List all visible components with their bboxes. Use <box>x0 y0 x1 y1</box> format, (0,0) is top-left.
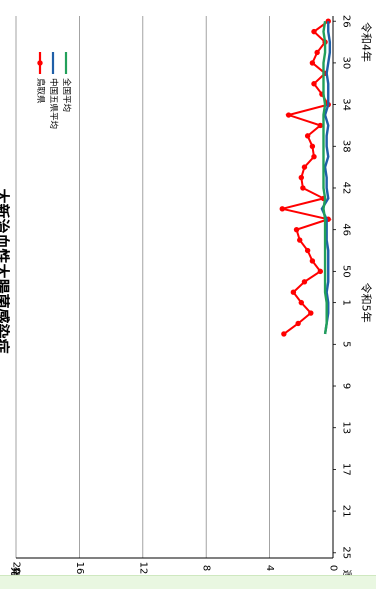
era-label-1: 令和4年 <box>360 22 374 62</box>
x-tick-label-5: 5 <box>341 341 352 347</box>
bottom-band <box>0 575 376 589</box>
series-line-tottori <box>282 20 332 335</box>
chart-title: 大新治血性大腸菌感染症 <box>0 188 11 353</box>
title-layer: 大新治血性大腸菌感染症 <box>0 188 11 353</box>
data-point-tottori-3 <box>314 49 320 56</box>
series-line-chugoku <box>320 21 332 335</box>
x-tick-label-50: 50 <box>341 265 352 278</box>
legend-label-tottori: 鳥取県 <box>35 78 46 104</box>
series-line-national <box>322 21 328 335</box>
era-label-2: 令和5年 <box>360 283 374 323</box>
y-tick-label-16: 16 <box>74 562 85 575</box>
data-point-tottori-13 <box>311 154 317 160</box>
x-tick-label-1: 1 <box>341 299 352 305</box>
data-point-tottori-12 <box>309 143 316 149</box>
legend-label-chugoku: 中国五県平均 <box>48 78 59 129</box>
y-tick-label-12: 12 <box>137 562 148 575</box>
legend: 鳥取県 中国五県平均 全国平均 <box>35 52 72 129</box>
data-point-tottori-16 <box>300 185 306 191</box>
legend-marker-tottori <box>37 60 43 66</box>
data-point-tottori-10 <box>317 122 324 129</box>
data-point-tottori-29 <box>295 320 301 327</box>
x-axis-unit-label: 週 <box>341 569 352 578</box>
y-tick-label-20: 20 <box>11 562 22 575</box>
data-point-tottori-22 <box>304 247 311 254</box>
data-point-tottori-21 <box>297 237 303 243</box>
data-point-tottori-24 <box>317 268 324 275</box>
data-point-tottori-25 <box>301 279 308 285</box>
data-point-tottori-1 <box>311 28 317 35</box>
x-tick-label-42: 42 <box>341 182 352 195</box>
data-point-tottori-4 <box>309 60 316 66</box>
data-point-tottori-14 <box>301 164 308 170</box>
data-point-tottori-27 <box>298 299 304 306</box>
data-point-tottori-28 <box>308 310 314 316</box>
x-tick-label-17: 17 <box>341 463 352 476</box>
data-point-tottori-6 <box>311 81 317 87</box>
y-tick-label-4: 4 <box>264 565 275 571</box>
data-point-tottori-20 <box>293 226 300 233</box>
series-layer <box>279 18 332 337</box>
data-point-tottori-23 <box>309 258 316 264</box>
x-tick-label-25: 25 <box>341 546 352 559</box>
legend-label-national: 全国平均 <box>61 78 72 112</box>
y-tick-label-0: 0 <box>328 565 339 571</box>
x-tick-label-34: 34 <box>341 98 352 111</box>
data-point-tottori-30 <box>281 331 287 337</box>
data-point-tottori-18 <box>279 206 285 212</box>
x-tick-label-13: 13 <box>341 421 352 434</box>
axis-layer: 0 4 8 12 16 20 26 30 34 38 42 46 50 1 5 9 13 17 21 25 週 令和4年令… <box>9 15 374 592</box>
data-point-tottori-0 <box>325 18 331 24</box>
data-point-tottori-9 <box>285 112 292 118</box>
data-point-tottori-11 <box>304 133 311 139</box>
data-point-tottori-26 <box>290 289 297 295</box>
x-tick-label-38: 38 <box>341 140 352 153</box>
y-tick-label-8: 8 <box>201 565 212 571</box>
x-tick-label-30: 30 <box>341 57 352 70</box>
data-point-tottori-15 <box>298 174 304 181</box>
x-tick-label-9: 9 <box>341 383 352 389</box>
x-tick-label-21: 21 <box>341 505 352 518</box>
x-tick-label-26: 26 <box>341 15 352 28</box>
x-tick-label-46: 46 <box>341 223 352 236</box>
